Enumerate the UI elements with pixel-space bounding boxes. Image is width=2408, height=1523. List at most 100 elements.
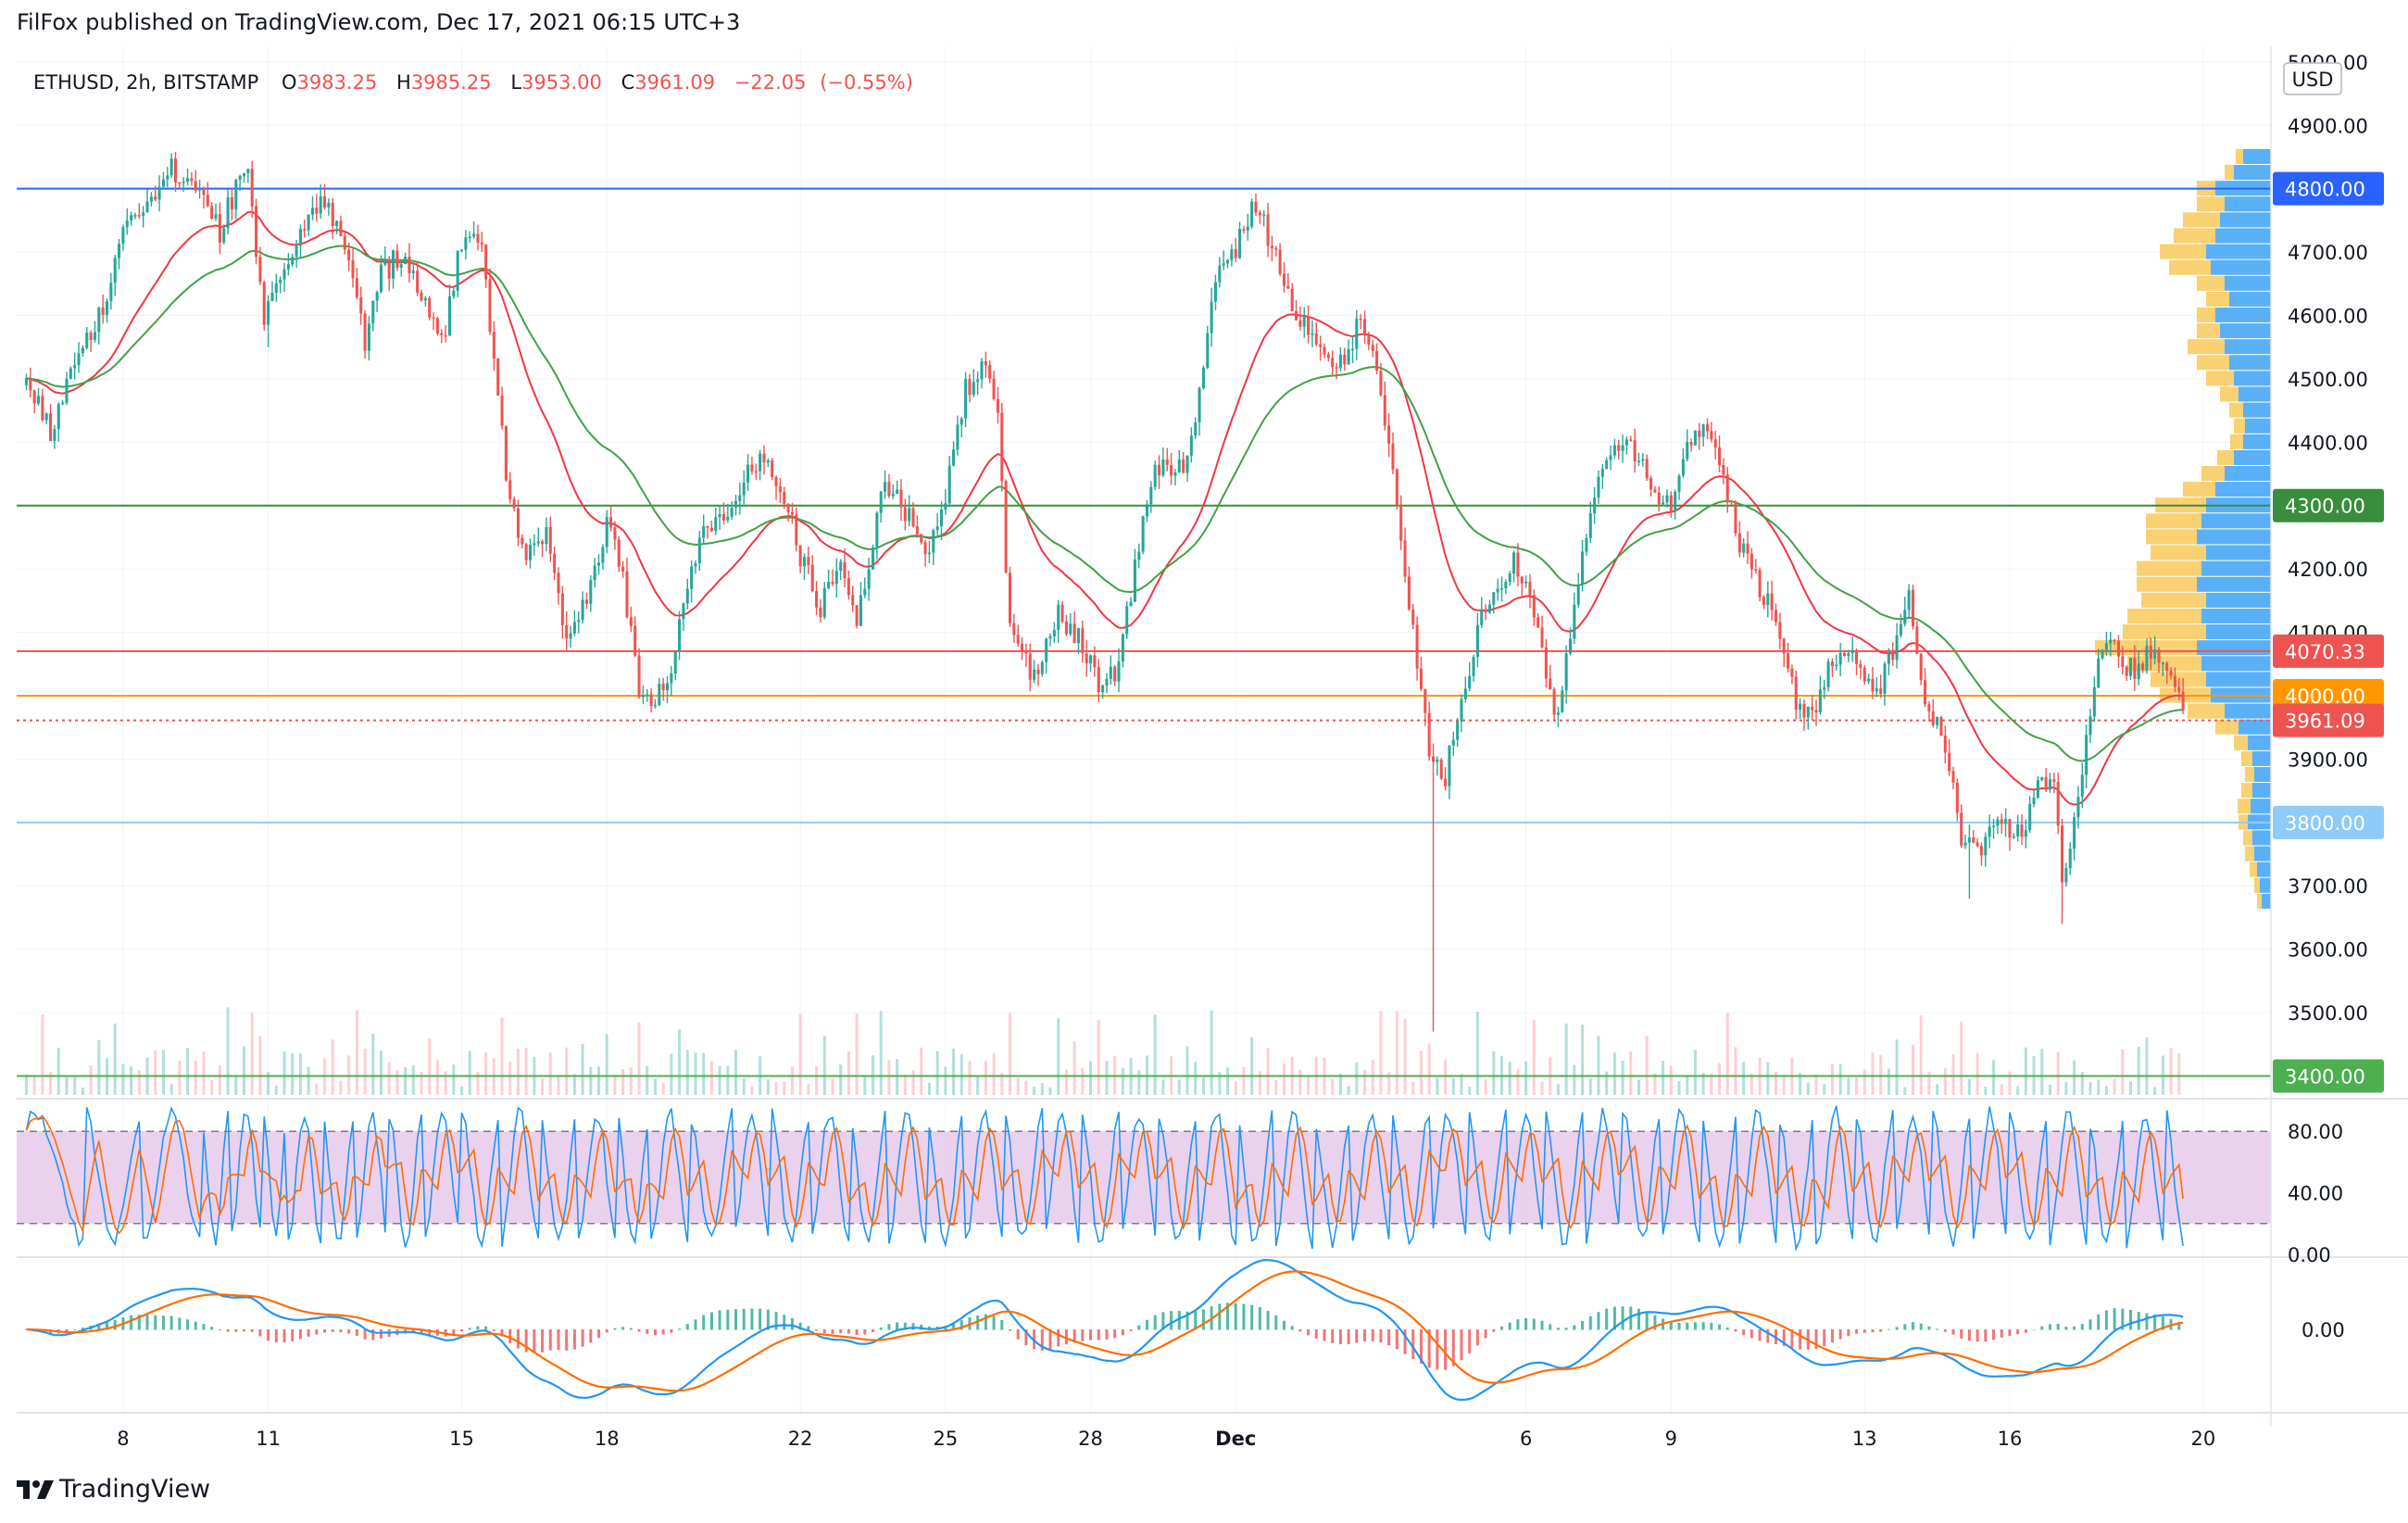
- candle-body: [1093, 655, 1097, 668]
- macd-hist-bar: [1693, 1322, 1697, 1330]
- vp-up-bar: [2225, 703, 2271, 719]
- volume-bar: [678, 1029, 682, 1095]
- macd-hist-bar: [572, 1329, 576, 1350]
- candle-body: [343, 235, 346, 250]
- volume-bar: [1403, 1018, 1407, 1095]
- volume-bar: [726, 1065, 730, 1095]
- currency-badge[interactable]: USD: [2283, 62, 2342, 95]
- candlestick-series[interactable]: [24, 152, 2185, 1032]
- volume-bar: [798, 1013, 802, 1095]
- candle-body: [1823, 686, 1826, 690]
- macd-hist-bar: [1411, 1329, 1415, 1359]
- macd-hist-bar: [178, 1317, 182, 1330]
- candle-body: [875, 512, 879, 548]
- macd-hist-bar: [1129, 1329, 1133, 1331]
- footer-brand[interactable]: TradingView: [17, 1475, 210, 1504]
- candle-body: [484, 244, 488, 280]
- candle-body: [218, 214, 221, 243]
- candle-body: [1512, 552, 1516, 574]
- candle-body: [44, 413, 48, 421]
- volume-bar: [1411, 1081, 1415, 1095]
- symbol-legend[interactable]: ETHUSD, 2h, BITSTAMP O3983.25 H3985.25 L…: [33, 71, 913, 94]
- macd-hist-bar: [2153, 1314, 2157, 1330]
- candle-body: [589, 580, 593, 604]
- vp-up-bar: [2206, 244, 2271, 259]
- volume-bar: [1975, 1052, 1979, 1095]
- candle-body: [101, 308, 105, 315]
- volume-bar: [1492, 1051, 1496, 1095]
- vp-up-bar: [2234, 165, 2271, 181]
- candle-body: [198, 188, 202, 191]
- macd-hist-bar: [476, 1326, 480, 1330]
- volume-bar: [1814, 1074, 1818, 1095]
- candle-body: [1052, 629, 1056, 637]
- candle-body: [1487, 604, 1491, 613]
- candle-body: [1270, 245, 1273, 249]
- volume-bar: [1806, 1082, 1810, 1095]
- volume-bar: [1629, 1051, 1633, 1095]
- candle-body: [1544, 647, 1548, 679]
- candle-body: [1484, 610, 1487, 613]
- macd-hist-bar: [1161, 1312, 1165, 1330]
- candle-body: [1794, 676, 1798, 711]
- volume-bar: [1331, 1078, 1335, 1095]
- candle-body: [867, 569, 871, 589]
- candle-body: [238, 175, 242, 181]
- volume-bar: [1573, 1064, 1576, 1095]
- candle-body: [1693, 430, 1697, 446]
- volume-bar: [709, 1061, 713, 1095]
- candle-body: [1194, 422, 1198, 436]
- vp-down-bar: [2238, 799, 2251, 814]
- volume-bar: [670, 1053, 673, 1095]
- x-tick-label: 22: [788, 1428, 813, 1450]
- macd-hist-bar: [661, 1329, 665, 1335]
- candle-body: [255, 206, 258, 258]
- volume-bar: [1040, 1083, 1044, 1095]
- stoch-tick-label: 40.00: [2288, 1183, 2343, 1205]
- volume-bar: [395, 1070, 399, 1095]
- candle-body: [2121, 656, 2125, 667]
- candle-body: [2157, 649, 2161, 663]
- candle-body: [819, 607, 822, 618]
- candle-body: [871, 548, 875, 570]
- candle-body: [315, 208, 319, 214]
- candle-body: [339, 220, 343, 236]
- candle-body: [1850, 649, 1854, 654]
- candle-body: [2064, 868, 2068, 883]
- candle-body: [1734, 502, 1737, 534]
- volume-bar: [589, 1066, 593, 1095]
- candle-body: [242, 172, 246, 176]
- candle-body: [581, 599, 584, 621]
- candle-body: [1617, 445, 1621, 451]
- volume-bar: [1307, 1075, 1311, 1095]
- macd-hist-bar: [242, 1329, 245, 1332]
- candle-body: [1657, 492, 1661, 505]
- macd-hist-bar: [1177, 1311, 1181, 1330]
- macd-hist-bar: [872, 1329, 875, 1332]
- volume-bar: [1984, 1086, 1988, 1095]
- volume-bar: [56, 1047, 60, 1095]
- macd-hist-bar: [1750, 1329, 1753, 1339]
- macd-hist-bar: [428, 1329, 432, 1335]
- volume-bar: [847, 1051, 850, 1095]
- symbol: ETHUSD: [33, 71, 114, 94]
- vp-up-bar: [2197, 640, 2271, 656]
- candle-body: [1069, 623, 1072, 635]
- candle-body: [649, 694, 653, 707]
- volume-bar: [1387, 1072, 1391, 1095]
- volume-bar: [267, 1072, 270, 1095]
- candle-body: [1173, 472, 1177, 476]
- macd-hist-bar: [1734, 1329, 1737, 1332]
- candle-body: [786, 503, 790, 512]
- volume-bar: [1105, 1061, 1109, 1095]
- candle-body: [1185, 455, 1189, 473]
- candle-body: [1230, 249, 1234, 260]
- vp-up-bar: [2225, 465, 2271, 482]
- macd-hist-bar: [798, 1322, 802, 1330]
- volume-bar: [2056, 1051, 2060, 1095]
- candle-body: [1198, 387, 1201, 422]
- horizontal-levels[interactable]: [17, 187, 2271, 1077]
- volume-bar: [1210, 1010, 1213, 1095]
- macd-hist-bar: [186, 1319, 190, 1330]
